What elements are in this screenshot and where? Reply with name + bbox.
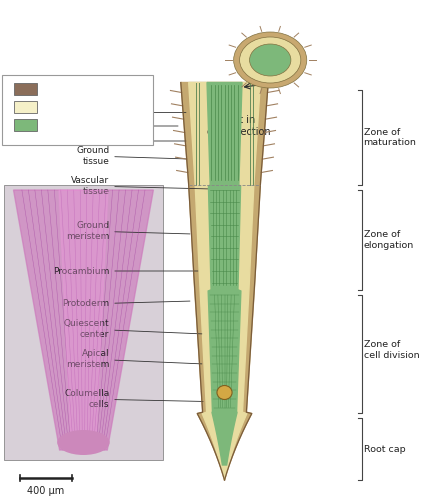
Text: Zone of
elongation: Zone of elongation <box>364 230 414 250</box>
Text: Vascular
tissue: Vascular tissue <box>71 176 210 196</box>
Polygon shape <box>207 82 242 465</box>
Ellipse shape <box>249 44 291 76</box>
Ellipse shape <box>57 430 110 455</box>
FancyBboxPatch shape <box>14 101 37 113</box>
FancyBboxPatch shape <box>4 185 163 460</box>
Text: ground tissue: ground tissue <box>46 102 108 112</box>
Polygon shape <box>189 82 261 480</box>
Text: Zone of
maturation: Zone of maturation <box>364 128 416 147</box>
Text: Ground
tissue: Ground tissue <box>76 146 186 166</box>
Text: vascular tissue: vascular tissue <box>46 120 113 130</box>
Text: Apical
meristem: Apical meristem <box>66 350 202 368</box>
Text: Procambium: Procambium <box>53 266 198 276</box>
Text: dermal tissue: dermal tissue <box>46 84 108 94</box>
Text: Zone of
cell division: Zone of cell division <box>364 340 419 359</box>
Text: Ground
meristem: Ground meristem <box>66 222 190 240</box>
Text: Columella
cells: Columella cells <box>64 390 203 408</box>
Polygon shape <box>59 190 108 450</box>
Ellipse shape <box>217 386 232 400</box>
FancyBboxPatch shape <box>14 119 37 131</box>
FancyBboxPatch shape <box>14 83 37 95</box>
Text: Epidermis: Epidermis <box>64 136 186 145</box>
Polygon shape <box>181 82 268 480</box>
FancyBboxPatch shape <box>2 75 153 145</box>
Text: Root in
cross section: Root in cross section <box>207 115 270 136</box>
Text: 400 μm: 400 μm <box>27 486 64 496</box>
Ellipse shape <box>240 37 301 83</box>
Text: Protoderm: Protoderm <box>62 300 190 308</box>
Text: Root cap: Root cap <box>364 446 405 454</box>
Text: Quiescent
center: Quiescent center <box>64 320 202 338</box>
Text: Endodermis: Endodermis <box>56 108 186 117</box>
Text: Root hair: Root hair <box>68 122 178 130</box>
Ellipse shape <box>234 32 307 88</box>
Polygon shape <box>14 190 153 450</box>
